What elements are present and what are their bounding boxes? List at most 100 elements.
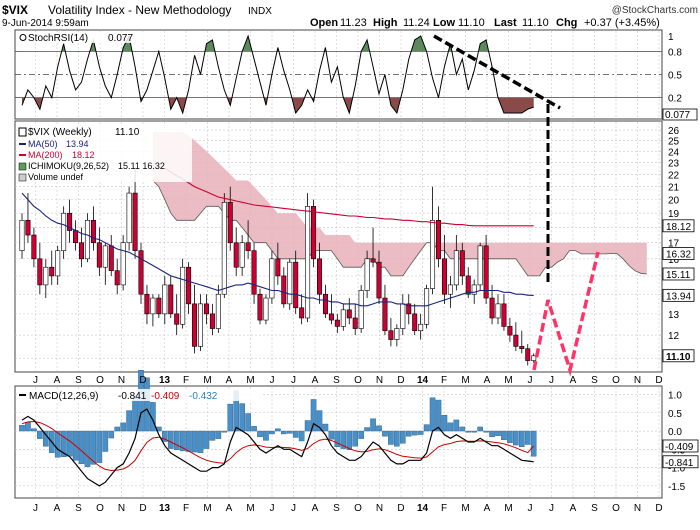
macd-histogram-bar <box>346 430 353 450</box>
macd-histogram-bar <box>60 430 67 457</box>
candle <box>73 230 79 244</box>
macd-histogram-bar <box>96 430 103 463</box>
macd-histogram-bar <box>161 430 168 442</box>
candle <box>382 297 388 332</box>
stochrsi-tick-label: 0.2 <box>668 94 682 105</box>
macd-histogram-bar <box>358 430 364 439</box>
macd-histogram-bar <box>495 430 501 436</box>
ichimoku-cloud <box>152 132 647 276</box>
candle <box>430 220 436 289</box>
macd-histogram-bar <box>352 430 359 447</box>
stochrsi-line <box>21 34 534 115</box>
macd-tick-label: 0.5 <box>668 409 682 420</box>
candle <box>311 206 317 260</box>
x-axis-label: O <box>96 503 104 514</box>
price-tick-label: 17 <box>668 239 680 250</box>
candle <box>144 293 150 315</box>
macd-histogram-bar <box>465 430 472 433</box>
macd-histogram-bar <box>144 377 150 432</box>
volume-legend: Volume undef <box>28 172 84 182</box>
x-axis-label: 14 <box>417 503 429 514</box>
macd-histogram-bar <box>227 403 234 432</box>
macd-histogram-bar <box>251 426 257 432</box>
stochrsi-tick-label: 1 <box>668 32 674 43</box>
x-axis-label: A <box>312 375 319 386</box>
macd-tick-label: -1.5 <box>668 482 686 493</box>
x-axis-label: F <box>183 375 189 386</box>
x-axis-label: 13 <box>159 375 171 386</box>
candle <box>102 245 108 268</box>
price-tick-label: 26 <box>668 126 680 137</box>
candle <box>447 284 453 295</box>
candle <box>84 220 90 260</box>
candle <box>358 290 364 329</box>
macd-histogram-bar <box>530 430 537 457</box>
candle <box>251 250 257 295</box>
macd-histogram-bar <box>281 430 287 435</box>
macd-histogram-bar <box>411 430 418 436</box>
macd-histogram-bar <box>483 430 489 433</box>
x-axis-label: N <box>634 375 641 386</box>
credit: @StockCharts.com <box>612 5 698 16</box>
x-axis-label: S <box>75 503 82 514</box>
price-value-tag-text: 18.12 <box>666 222 691 233</box>
candle <box>316 258 322 295</box>
candle <box>138 250 144 295</box>
x-axis-label: N <box>118 503 125 514</box>
x-axis-label: N <box>376 375 383 386</box>
high-label: High <box>373 17 398 29</box>
macd-histogram-bar <box>519 430 525 448</box>
x-axis-label: D <box>139 503 146 514</box>
ma50-legend-value: 13.94 <box>66 139 89 149</box>
macd-histogram-bar <box>477 426 483 432</box>
macd-histogram-bar <box>275 428 281 432</box>
macd-histogram-bar <box>429 397 436 432</box>
high-value: 11.24 <box>403 17 430 29</box>
macd-histogram-bar <box>441 415 448 432</box>
price-tick-label: 22 <box>668 170 680 181</box>
macd-histogram-bar <box>221 430 228 433</box>
x-axis-label: O <box>354 503 362 514</box>
stochrsi-value-tag-text: 0.077 <box>665 110 690 121</box>
candle <box>233 242 239 268</box>
candle <box>388 330 394 340</box>
macd-histogram-bar <box>84 430 91 467</box>
ichimoku-legend-value: 15.11 16.32 <box>118 161 165 171</box>
candle <box>221 201 227 295</box>
candle <box>67 212 73 231</box>
x-axis-label: J <box>528 503 533 514</box>
candle <box>441 258 447 295</box>
price-value-tag <box>662 219 695 233</box>
candle <box>79 242 85 260</box>
stochrsi-tick-label: 0.5 <box>668 71 682 82</box>
macd-histogram-bar <box>102 430 109 452</box>
macd-histogram-bar <box>90 430 97 465</box>
candle <box>126 192 132 244</box>
candle <box>406 303 412 315</box>
symbol: $VIX <box>2 3 28 17</box>
x-axis-label: S <box>591 375 598 386</box>
macd-histogram-bar <box>120 422 126 432</box>
macd-histogram-bar <box>435 399 442 432</box>
macd-histogram-bar <box>215 430 222 439</box>
candle <box>192 303 198 347</box>
candle <box>55 250 61 277</box>
ma50-legend: MA(50) <box>28 139 58 149</box>
macd-histogram-bar <box>179 430 186 452</box>
macd-histogram-bar <box>370 418 376 432</box>
macd-signal-line <box>21 420 535 472</box>
x-axis-label: N <box>376 503 383 514</box>
candle <box>269 258 275 299</box>
x-axis-label: A <box>312 503 319 514</box>
macd-histogram-bar <box>108 430 115 439</box>
macd-histogram-bar <box>405 430 412 437</box>
macd-histogram-bar <box>257 430 263 438</box>
macd-histogram-bar <box>334 430 341 448</box>
candle <box>49 266 55 277</box>
last-value: 11.10 <box>522 17 549 29</box>
candle <box>19 220 25 251</box>
macd-histogram-bar <box>310 399 317 432</box>
x-axis-label: M <box>504 503 512 514</box>
x-axis-label: D <box>655 503 662 514</box>
